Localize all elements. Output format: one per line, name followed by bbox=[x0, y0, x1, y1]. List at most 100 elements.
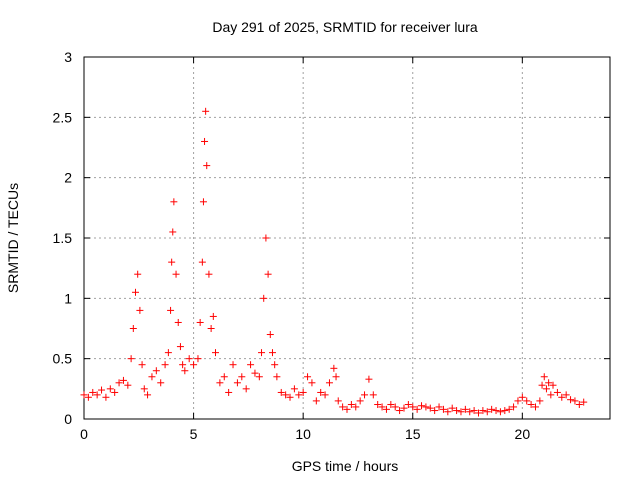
data-point bbox=[247, 361, 255, 369]
data-point bbox=[138, 361, 146, 369]
data-point bbox=[212, 349, 219, 357]
data-point bbox=[93, 391, 101, 399]
data-point bbox=[492, 407, 500, 415]
data-point bbox=[444, 408, 452, 416]
data-point bbox=[209, 312, 217, 320]
data-point bbox=[202, 107, 210, 115]
data-point bbox=[448, 404, 456, 412]
data-point bbox=[396, 407, 404, 415]
data-point bbox=[483, 408, 491, 416]
data-point bbox=[152, 367, 160, 375]
data-point bbox=[382, 405, 390, 413]
data-point bbox=[225, 388, 233, 396]
data-point bbox=[196, 318, 204, 326]
data-point bbox=[98, 386, 106, 394]
data-point bbox=[466, 408, 474, 416]
data-point bbox=[199, 198, 207, 206]
y-tick-label: 1.5 bbox=[53, 230, 73, 246]
data-point bbox=[124, 381, 132, 389]
data-point bbox=[457, 408, 465, 416]
data-point bbox=[317, 388, 325, 396]
data-point bbox=[136, 306, 144, 314]
data-point bbox=[470, 407, 478, 415]
data-point bbox=[157, 379, 165, 387]
data-point bbox=[134, 270, 142, 278]
data-point bbox=[102, 393, 110, 401]
data-point bbox=[174, 318, 182, 326]
y-tick-label: 3 bbox=[64, 49, 72, 65]
data-point bbox=[352, 403, 360, 411]
data-point bbox=[266, 331, 274, 339]
data-point bbox=[190, 361, 198, 369]
data-point bbox=[295, 391, 303, 399]
data-point bbox=[201, 137, 209, 145]
data-point bbox=[229, 361, 237, 369]
y-tick-label: 0 bbox=[64, 411, 72, 427]
data-point bbox=[558, 393, 566, 401]
data-point bbox=[115, 379, 123, 387]
data-point bbox=[339, 403, 347, 411]
data-point bbox=[170, 198, 178, 206]
data-point bbox=[330, 364, 338, 372]
data-point bbox=[332, 373, 340, 381]
y-tick-label: 2 bbox=[64, 170, 72, 186]
data-point bbox=[258, 349, 266, 357]
data-point bbox=[571, 397, 579, 405]
data-point bbox=[161, 361, 169, 369]
data-point bbox=[304, 373, 312, 381]
data-point bbox=[233, 379, 241, 387]
data-point bbox=[496, 408, 504, 416]
data-point bbox=[277, 388, 285, 396]
data-point bbox=[479, 407, 487, 415]
chart-title: Day 291 of 2025, SRMTID for receiver lur… bbox=[212, 19, 478, 35]
data-point bbox=[439, 405, 447, 413]
data-point bbox=[106, 385, 114, 393]
data-point bbox=[203, 162, 211, 170]
data-point bbox=[347, 401, 355, 409]
data-point bbox=[547, 391, 555, 399]
data-point bbox=[540, 373, 548, 381]
data-point bbox=[553, 388, 561, 396]
data-point bbox=[127, 355, 135, 363]
data-point bbox=[321, 391, 329, 399]
data-point bbox=[567, 396, 575, 404]
data-point bbox=[84, 393, 92, 401]
data-point bbox=[426, 404, 434, 412]
data-point bbox=[129, 325, 137, 332]
data-point bbox=[514, 397, 522, 405]
y-tick-label: 0.5 bbox=[53, 351, 73, 367]
data-point bbox=[501, 407, 509, 415]
data-point bbox=[431, 407, 439, 415]
data-point bbox=[575, 401, 583, 409]
data-point bbox=[255, 373, 263, 381]
data-point bbox=[282, 391, 290, 399]
data-point bbox=[268, 349, 276, 357]
data-point bbox=[181, 367, 189, 375]
data-point bbox=[387, 401, 395, 409]
data-point bbox=[176, 343, 184, 351]
y-tick-label: 2.5 bbox=[53, 109, 73, 125]
data-point bbox=[356, 397, 364, 405]
data-point bbox=[538, 381, 546, 389]
data-point bbox=[169, 228, 177, 236]
data-point bbox=[172, 270, 180, 278]
data-point bbox=[89, 388, 97, 396]
data-point bbox=[185, 355, 193, 363]
data-point bbox=[220, 373, 228, 381]
data-point bbox=[361, 391, 369, 399]
data-point bbox=[334, 397, 342, 405]
data-point bbox=[260, 294, 268, 302]
y-tick-labels: 0 0.5 1 1.5 2 2.5 3 bbox=[53, 49, 73, 427]
data-point bbox=[404, 401, 412, 409]
data-point bbox=[205, 270, 213, 278]
x-axis-label: GPS time / hours bbox=[292, 458, 399, 474]
data-point bbox=[413, 405, 421, 413]
data-point bbox=[453, 407, 461, 415]
data-point bbox=[308, 379, 316, 387]
x-tick-label: 20 bbox=[515, 426, 531, 442]
data-point bbox=[140, 385, 148, 393]
data-point bbox=[216, 379, 224, 387]
data-point bbox=[562, 391, 570, 399]
data-point bbox=[400, 404, 408, 412]
